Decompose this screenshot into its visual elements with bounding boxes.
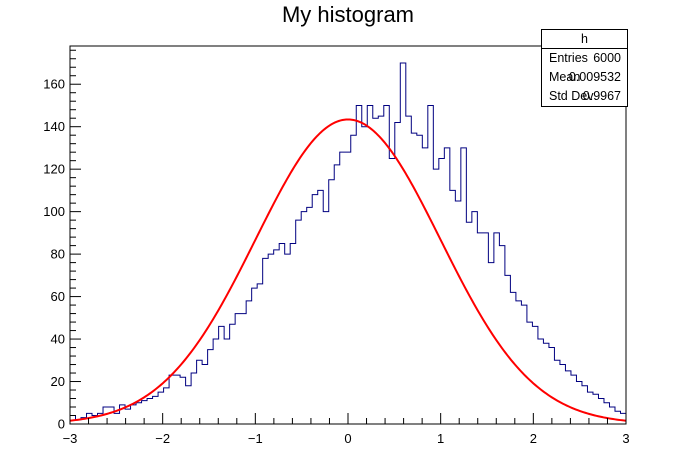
y-tick-label: 60 [51, 289, 65, 304]
stats-row-mean: Mean 0.009532 [542, 68, 627, 87]
stats-value: 6000 [593, 51, 621, 65]
y-tick-label: 100 [43, 204, 65, 219]
x-tick-label: 3 [622, 431, 629, 446]
plot-area: −3 −2 −1 0 1 2 3 0 20 40 60 80 100 120 140 160 [43, 45, 630, 446]
y-tick-label: 40 [51, 332, 65, 347]
x-tick-label: 2 [530, 431, 537, 446]
stats-value: 0.009532 [568, 70, 621, 84]
x-tick-label: −3 [63, 431, 78, 446]
x-tick-label: 0 [344, 431, 351, 446]
y-tick-label: 160 [43, 77, 65, 92]
stats-label: Mean [549, 70, 581, 84]
y-tick-label: 80 [51, 247, 65, 262]
y-tick-label: 140 [43, 119, 65, 134]
chart-title: My histogram [281, 2, 415, 27]
y-tick-label: 0 [58, 417, 65, 432]
y-tick-label: 120 [43, 162, 65, 177]
x-tick-label: −1 [248, 431, 263, 446]
x-tick-label: 1 [437, 431, 444, 446]
stats-box-title: h [542, 30, 627, 49]
stats-value: 0.9967 [582, 89, 621, 103]
stats-box: h Entries 6000 Mean 0.009532 Std Dev 0.9… [541, 29, 628, 107]
stats-label: Entries [549, 51, 588, 65]
stats-label: Std Dev [549, 89, 594, 103]
stats-row-entries: Entries 6000 [542, 49, 627, 68]
histogram-bins [69, 62, 627, 424]
gaussian-fit-curve [69, 118, 627, 422]
y-tick-label: 20 [51, 374, 65, 389]
stats-row-stddev: Std Dev 0.9967 [542, 87, 627, 106]
x-tick-label: −2 [155, 431, 170, 446]
